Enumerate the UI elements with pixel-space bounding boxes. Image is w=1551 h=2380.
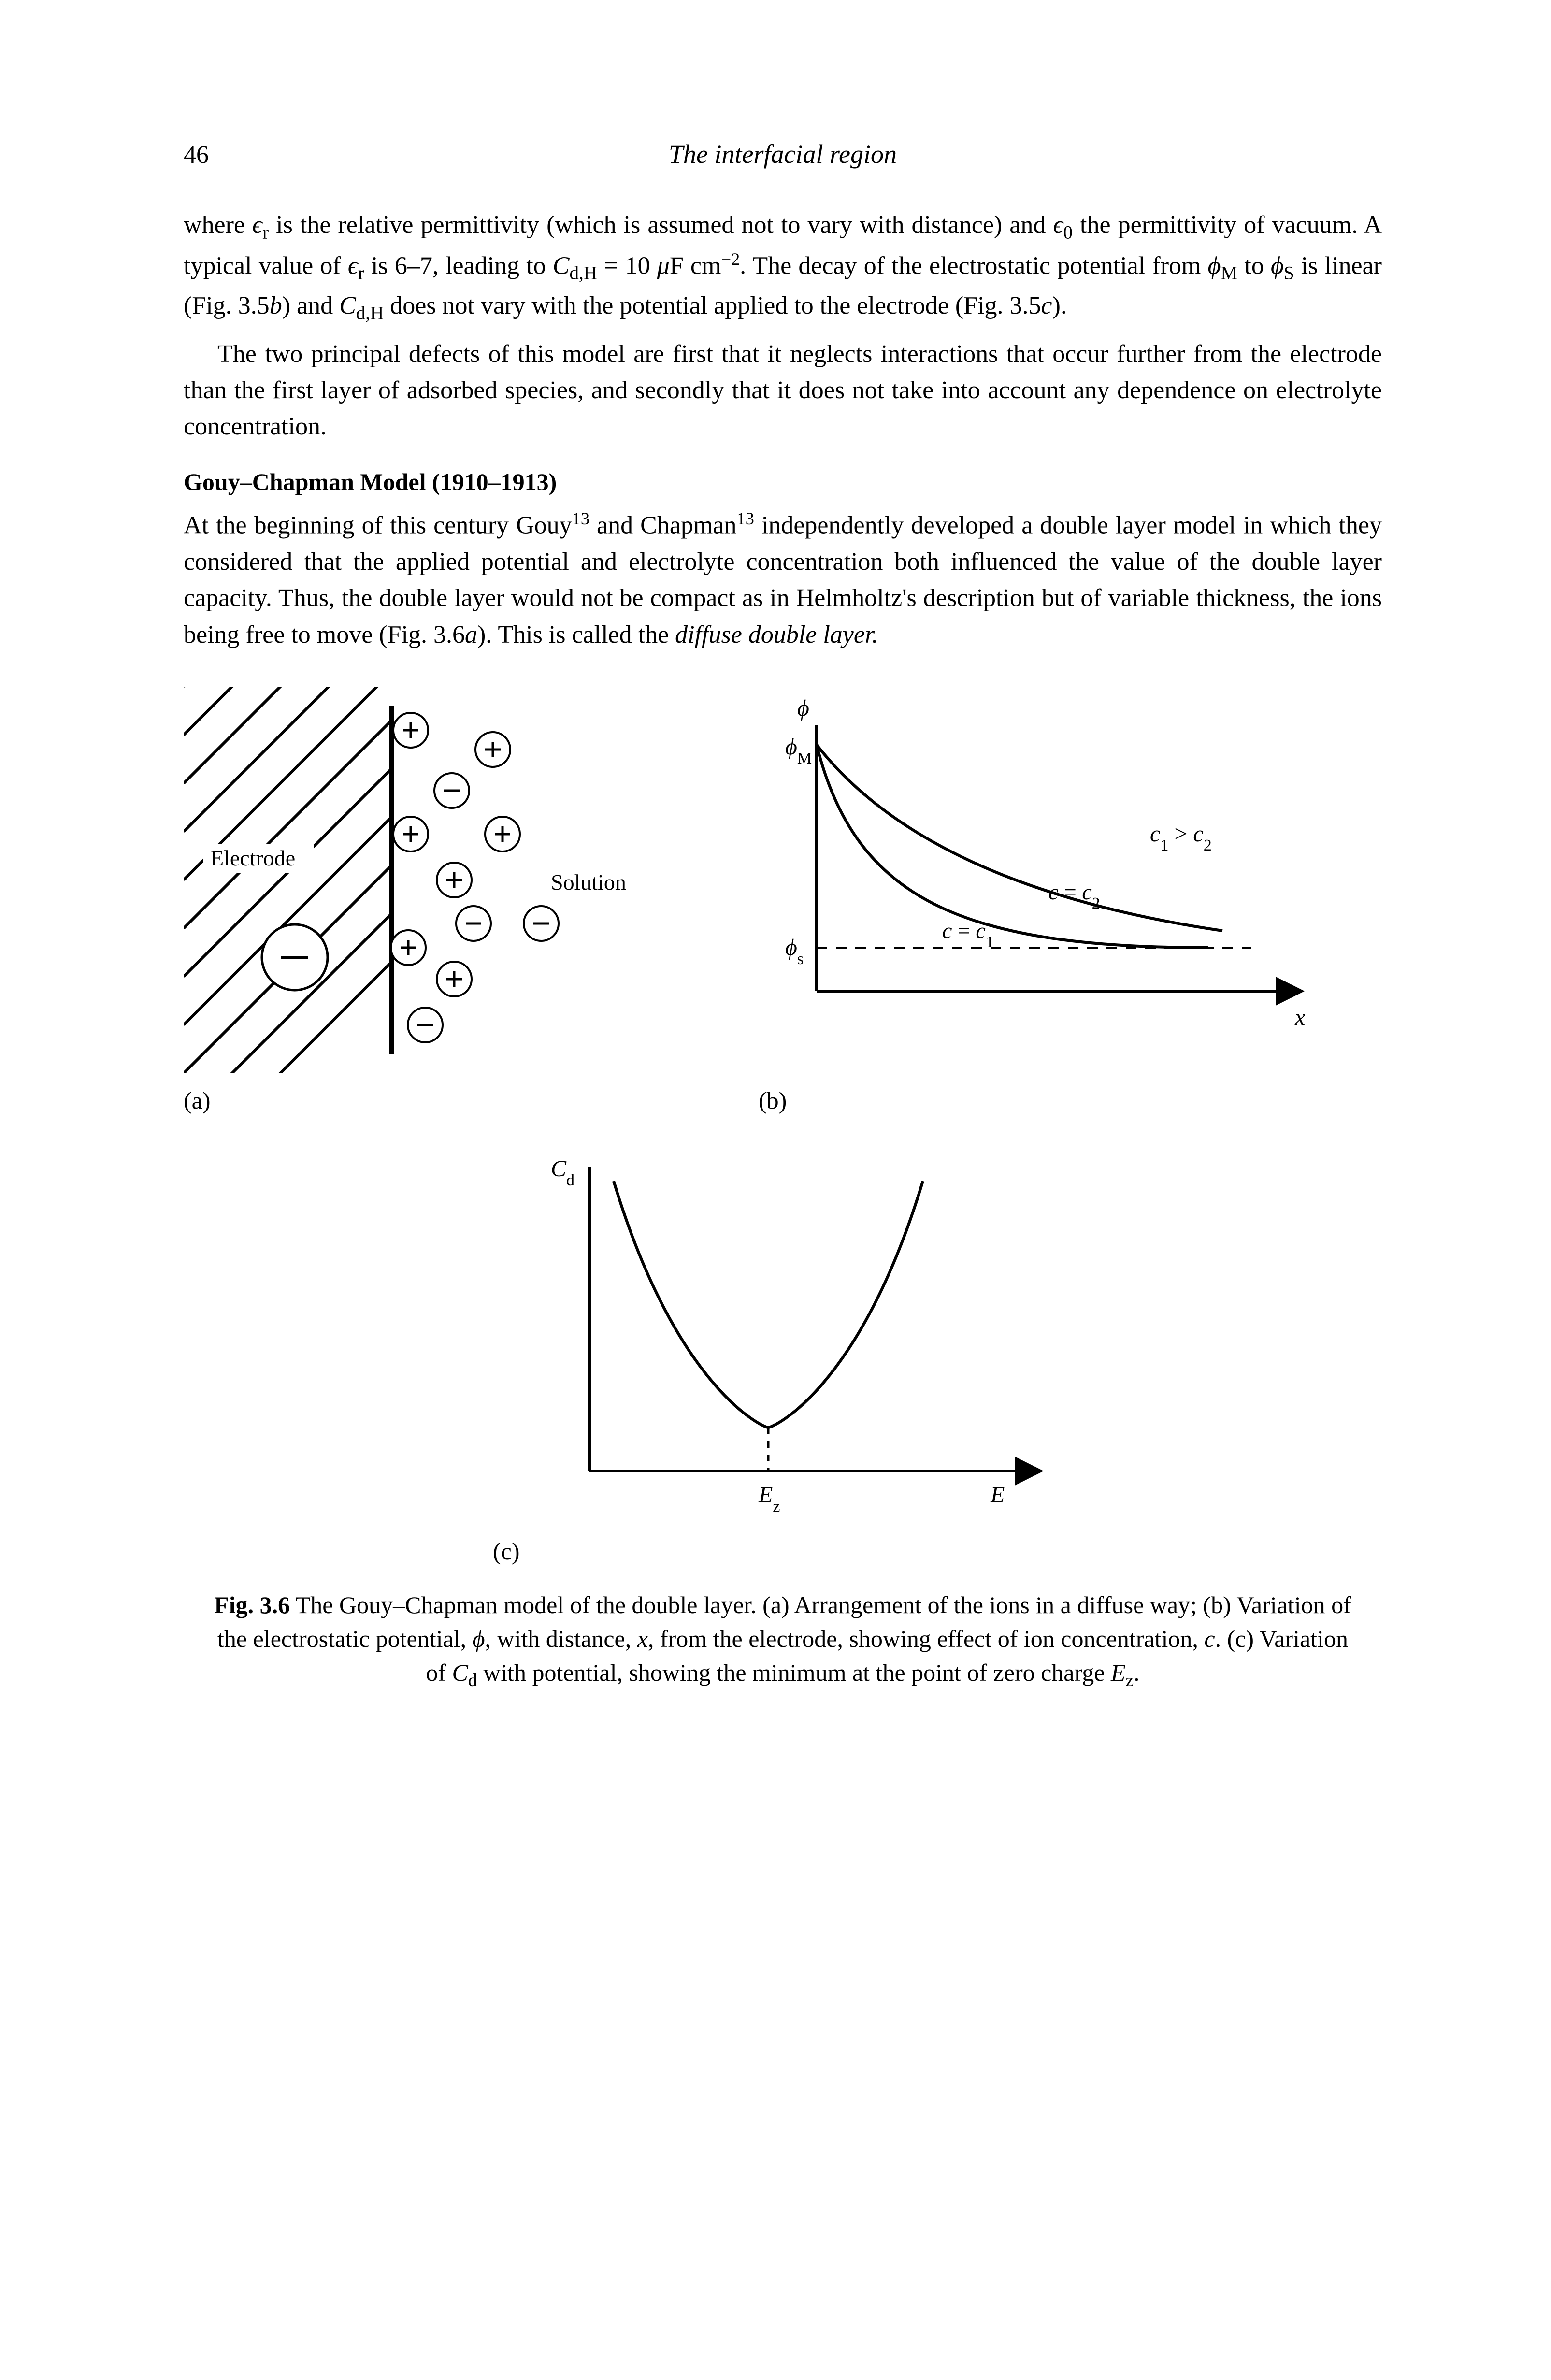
chapter-title: The interfacial region	[242, 135, 1382, 173]
svg-text:ϕM: ϕM	[785, 734, 812, 767]
page: 46 The interfacial region where ϵr is th…	[0, 0, 1551, 1848]
svg-text:Ez: Ez	[758, 1482, 780, 1515]
page-number: 46	[184, 137, 242, 173]
paragraph-2: The two principal defects of this model …	[184, 336, 1382, 445]
figure-3-6: ElectrodeSolution (a) ϕϕMϕsxc = c1c = c2…	[184, 687, 1382, 1694]
svg-text:Cd: Cd	[551, 1156, 574, 1189]
svg-text:ϕ: ϕ	[797, 695, 809, 721]
figure-panel-c: Cd Ez E (c)	[493, 1138, 1073, 1569]
figure-panel-b: ϕϕMϕsxc = c1c = c2c1 > c2 (b)	[759, 687, 1329, 1118]
figure-panel-c-row: Cd Ez E (c)	[184, 1138, 1382, 1569]
figure-caption: Fig. 3.6 The Gouy–Chapman model of the d…	[213, 1588, 1353, 1694]
svg-text:Electrode: Electrode	[210, 846, 295, 870]
section-heading: Gouy–Chapman Model (1910–1913)	[184, 464, 1382, 500]
svg-text:Solution: Solution	[551, 870, 626, 894]
svg-text:c1 > c2: c1 > c2	[1150, 821, 1212, 854]
panel-c-svg: Cd Ez E	[493, 1138, 1073, 1524]
panel-b-label: (b)	[759, 1083, 1329, 1118]
panel-b-svg: ϕϕMϕsxc = c1c = c2c1 > c2	[759, 687, 1329, 1073]
panel-a-svg: Electrode Solution	[184, 687, 705, 1073]
panel-c-label: (c)	[493, 1534, 1073, 1569]
paragraph-1: where ϵr is the relative permittivity (w…	[184, 207, 1382, 327]
svg-text:c = c2: c = c2	[1048, 880, 1100, 912]
svg-text:ϕs: ϕs	[785, 935, 804, 968]
paragraph-3: At the beginning of this century Gouy13 …	[184, 506, 1382, 653]
page-header: 46 The interfacial region	[184, 135, 1382, 173]
svg-text:E: E	[990, 1482, 1005, 1508]
figure-panel-a: Electrode Solution (a)	[184, 687, 705, 1118]
svg-text:x: x	[1294, 1005, 1305, 1030]
panel-a-label: (a)	[184, 1083, 705, 1118]
